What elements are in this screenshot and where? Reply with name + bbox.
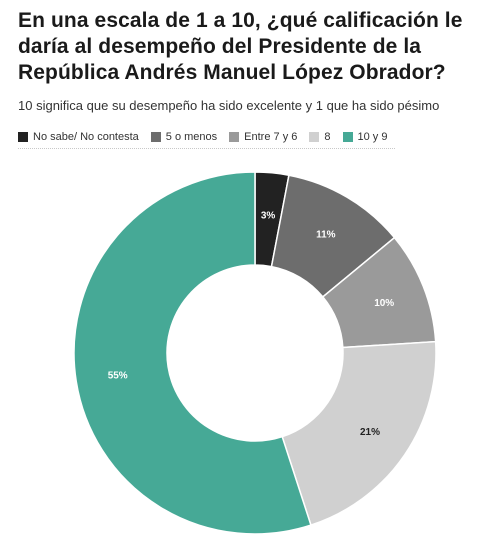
legend-item-no-sabe: No sabe/ No contesta: [18, 131, 139, 143]
legend-item-entre-7-y-6: Entre 7 y 6: [229, 131, 297, 143]
slice-10-y-9: [73, 171, 312, 535]
legend-swatch-5-o-menos: [150, 132, 161, 142]
legend-divider: [18, 148, 395, 149]
chart-subtitle: 10 significa que su desempeño ha sido ex…: [18, 98, 440, 113]
data-label-entre-7-y-6: 10%: [374, 298, 394, 309]
chart-title: En una escala de 1 a 10, ¿qué calificaci…: [18, 9, 463, 84]
legend-label-5-o-menos: 5 o menos: [165, 131, 218, 143]
legend-label-no-sabe: No sabe/ No contesta: [33, 131, 139, 143]
data-label-8: 21%: [360, 427, 380, 438]
legend-item-10-y-9: 10 y 9: [342, 131, 388, 143]
legend-label-entre-7-y-6: Entre 7 y 6: [244, 131, 298, 143]
legend-swatch-no-sabe: [18, 132, 28, 142]
legend-label-8: 8: [324, 131, 331, 143]
data-label-5-o-menos: 11%: [316, 229, 336, 240]
data-label-10-y-9: 55%: [108, 371, 128, 382]
legend-swatch-8: [309, 132, 320, 142]
legend-swatch-10-y-9: [342, 132, 353, 142]
slice-8: [281, 340, 437, 527]
legend-item-8: 8: [309, 131, 331, 143]
data-label-no-sabe-no-contesta: 3%: [261, 211, 276, 222]
legend-swatch-entre-7-y-6: [229, 132, 240, 142]
legend-label-10-y-9: 10 y 9: [357, 131, 388, 143]
legend: No sabe/ No contesta 5 o menos Entre 7 y…: [18, 129, 399, 145]
legend-item-5-o-menos: 5 o menos: [150, 131, 218, 143]
